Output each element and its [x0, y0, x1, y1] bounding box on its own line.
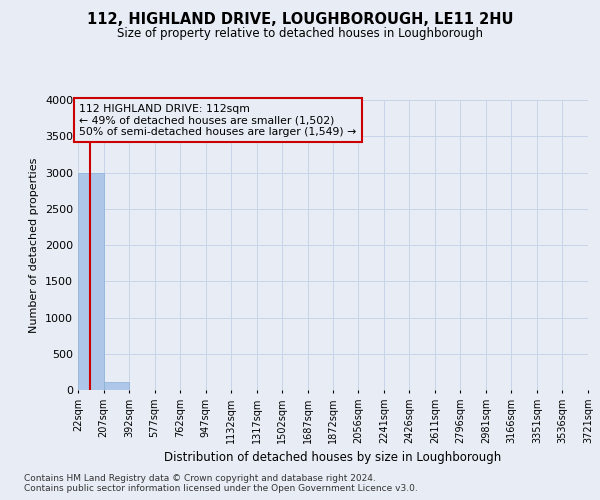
- Text: Contains public sector information licensed under the Open Government Licence v3: Contains public sector information licen…: [24, 484, 418, 493]
- Bar: [78, 172, 104, 390]
- Text: Size of property relative to detached houses in Loughborough: Size of property relative to detached ho…: [117, 28, 483, 40]
- Text: Contains HM Land Registry data © Crown copyright and database right 2024.: Contains HM Land Registry data © Crown c…: [24, 474, 376, 483]
- Y-axis label: Number of detached properties: Number of detached properties: [29, 158, 40, 332]
- Text: 112, HIGHLAND DRIVE, LOUGHBOROUGH, LE11 2HU: 112, HIGHLAND DRIVE, LOUGHBOROUGH, LE11 …: [87, 12, 513, 28]
- Text: Distribution of detached houses by size in Loughborough: Distribution of detached houses by size …: [164, 451, 502, 464]
- Text: 112 HIGHLAND DRIVE: 112sqm
← 49% of detached houses are smaller (1,502)
50% of s: 112 HIGHLAND DRIVE: 112sqm ← 49% of deta…: [79, 104, 356, 137]
- Bar: [104, 382, 129, 390]
